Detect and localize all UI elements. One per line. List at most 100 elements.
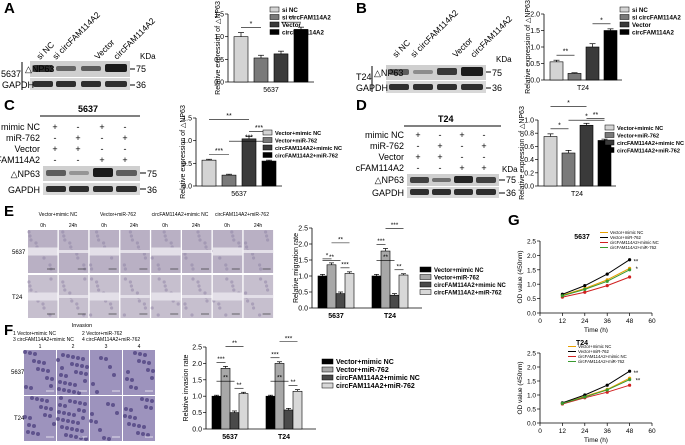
panel-label-d: D [356, 97, 367, 114]
y-tick-label: 2.0 [192, 361, 202, 368]
cell-speck [89, 263, 93, 267]
bar [274, 363, 285, 430]
band [454, 176, 473, 183]
invaded-cell [75, 428, 79, 432]
band [413, 70, 433, 74]
invaded-cell [63, 381, 67, 385]
data-point [583, 287, 587, 291]
invaded-cell [59, 396, 63, 400]
series-line [562, 370, 630, 404]
invaded-cell [57, 387, 61, 391]
time-label: 0h [224, 223, 230, 229]
sign: - [417, 141, 420, 151]
cell-speck [150, 306, 154, 310]
invaded-cell [52, 422, 56, 426]
x-axis-label: Time (h) [584, 327, 608, 333]
x-tick-label: 36 [604, 318, 612, 325]
legend-label: Vector+mimic NC [617, 126, 663, 132]
cell-speck [184, 256, 188, 260]
cell-speck [246, 299, 250, 303]
invaded-cell [56, 417, 60, 421]
y-tick-label: 0.4 [524, 157, 534, 164]
band [93, 168, 113, 177]
cell-speck [244, 291, 248, 295]
invaded-cell [129, 408, 133, 412]
row-label: Vector [378, 152, 404, 162]
cell-speck [264, 280, 268, 284]
blot-b: si NC si circFAM114A2 Vector circFAM114A… [356, 0, 526, 96]
wound-gap [58, 250, 89, 253]
band [437, 68, 457, 75]
invaded-cell [49, 384, 53, 388]
sig-label: * [558, 122, 561, 129]
invaded-cell [137, 359, 141, 363]
legend-swatch [619, 6, 630, 13]
invaded-cell [49, 407, 53, 411]
row-label: miR-762 [370, 141, 404, 151]
invaded-cell [77, 391, 81, 395]
lane-label: Vector [92, 37, 116, 61]
legend-item: 1 Vector+mimic NC [13, 331, 56, 337]
sig-label: ** [338, 236, 344, 243]
legend-swatch [262, 137, 273, 143]
invaded-cell [77, 408, 81, 412]
legend-item: 2 Vector+miR-762 [82, 331, 122, 337]
y-tick-label: 1.0 [530, 45, 540, 52]
sign-grid: + - + - - + - + + + - - - - + + [52, 122, 127, 165]
cell-speck [75, 302, 79, 306]
band [69, 171, 89, 175]
invaded-cell [62, 388, 66, 392]
chart-e: Relative migration rate 0.0 0.5 1.0 1.5 2.0 2.… [293, 222, 507, 320]
cell-speck [245, 245, 249, 249]
sig-label: ** [396, 263, 402, 270]
panel-label-b: B [356, 0, 367, 17]
cell-speck [266, 288, 270, 292]
x-tick-label: 12 [559, 428, 567, 435]
x-tick-label: 48 [626, 428, 634, 435]
sig-label: * [326, 252, 329, 259]
cell-speck [251, 252, 255, 256]
x-tick-label: 36 [604, 428, 612, 435]
cell-speck [82, 263, 86, 267]
cell-speck [156, 313, 160, 317]
data-point [605, 388, 609, 392]
cell-speck [70, 299, 74, 303]
invaded-cell [84, 437, 88, 441]
legend-label: Vector+mimic NC [610, 230, 643, 235]
band-label: △NP63 [25, 64, 54, 74]
cell-speck [130, 288, 134, 292]
y-tick-label: 1.0 [527, 393, 536, 400]
band-label: △NP63 [11, 169, 40, 179]
data-point [628, 258, 632, 262]
row-label: Vector [14, 144, 40, 154]
invaded-cell [72, 413, 76, 417]
invaded-cell [85, 365, 89, 369]
wound-gap [28, 292, 58, 301]
cell-speck [95, 230, 99, 234]
bar [241, 138, 257, 187]
band [413, 84, 433, 90]
cell-speck [122, 263, 126, 267]
chart-title: T24 [576, 340, 588, 347]
invaded-cell [95, 390, 99, 394]
lane-label: si NC [390, 38, 412, 60]
cell-speck [196, 280, 200, 284]
column-number: 1 [39, 344, 42, 350]
y-axis-label: Relative expression of △NP63 [525, 0, 532, 94]
cell-speck [231, 234, 235, 238]
legend-label: circFAM114A2+mimic NC [610, 240, 659, 245]
invaded-cell [23, 350, 27, 354]
invaded-cell [150, 376, 154, 380]
cell-speck [122, 313, 126, 317]
invaded-cell [70, 362, 74, 366]
invasion-photo [90, 396, 122, 441]
y-tick-label: 1.5 [527, 379, 536, 386]
wound-gap [151, 247, 181, 256]
cell-speck [27, 280, 31, 284]
y-tick-label: 1.5 [182, 116, 192, 123]
y-tick-label: 2.5 [298, 226, 308, 233]
sign: - [101, 133, 104, 143]
cell-speck [109, 302, 113, 306]
cell-label: 5637 [1, 69, 21, 79]
